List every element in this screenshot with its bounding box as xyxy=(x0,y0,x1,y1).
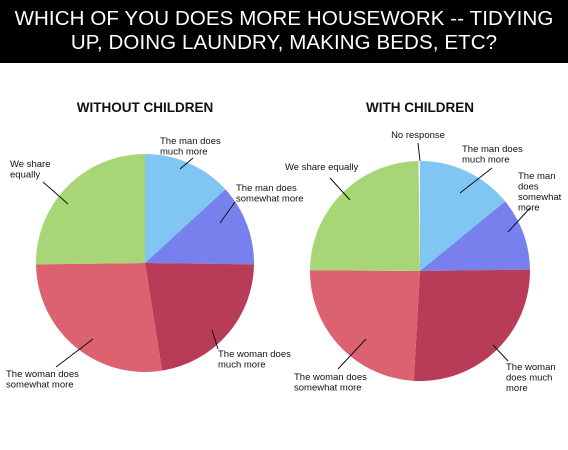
pie0-slice-man-much xyxy=(145,154,226,263)
pie0-label-share: We share equally xyxy=(10,159,69,205)
pie1-label-man-much: The man does much more xyxy=(459,144,523,194)
pie1-slice-no-response xyxy=(418,161,420,271)
pie0-label-man-much: The man does much more xyxy=(160,136,221,170)
svg-text:No response: No response xyxy=(391,130,445,141)
header-line-1: WHICH OF YOU DOES MORE HOUSEWORK -- TIDY… xyxy=(14,7,554,30)
pie-with-children: WITH CHILDREN No response The man does mu… xyxy=(285,100,562,394)
pie1-slice-man-somewhat xyxy=(420,201,530,271)
pie1-label-share: We share equally xyxy=(285,162,358,201)
pie0-label-woman-much: The woman does much more xyxy=(211,329,291,371)
pie1-slice-woman-much xyxy=(413,269,530,381)
pie-without-children-slices xyxy=(36,154,254,373)
pie1-slice-share xyxy=(310,161,420,271)
pie0-label-man-somewhat: The man does somewhat more xyxy=(219,183,304,224)
pie0-slice-woman-much xyxy=(145,263,254,371)
pie0-slice-share xyxy=(36,154,146,265)
header-line-2: UP, DOING LAUNDRY, MAKING BEDS, ETC? xyxy=(70,31,498,54)
pie-title-with-children: WITH CHILDREN xyxy=(366,100,474,115)
pie1-label-woman-somewhat: The woman does somewhat more xyxy=(294,338,367,394)
pie0-slice-woman-somewhat xyxy=(36,263,163,373)
pie-with-children-slices xyxy=(309,161,530,381)
pie1-slice-man-much xyxy=(420,161,506,271)
pie-title-without-children: WITHOUT CHILDREN xyxy=(77,100,213,115)
pie1-label-man-somewhat: The man does somewhat more xyxy=(507,171,562,233)
pie1-label-woman-much: The woman does much more xyxy=(492,344,556,394)
pie0-label-woman-somewhat: The woman does somewhat more xyxy=(6,338,94,391)
pie-without-children: WITHOUT CHILDREN The man does much more T… xyxy=(6,100,304,391)
pie1-label-no-response: No response xyxy=(391,130,445,162)
svg-text:We share equally: We share equally xyxy=(285,162,358,173)
chart-header: WHICH OF YOU DOES MORE HOUSEWORK -- TIDY… xyxy=(0,0,568,63)
pie1-slice-woman-somewhat xyxy=(309,270,420,381)
pie0-slice-man-somewhat xyxy=(145,189,254,265)
